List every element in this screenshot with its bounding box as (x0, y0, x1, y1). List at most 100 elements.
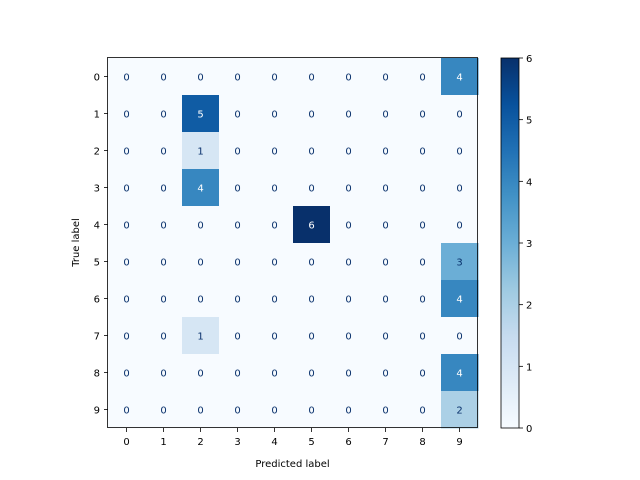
cell-value-label: 0 (123, 369, 129, 380)
heatmap-cell (293, 169, 331, 207)
cell-value-label: 0 (234, 147, 240, 158)
y-tick-label: 6 (94, 295, 100, 306)
cell-value-label: 0 (123, 184, 129, 195)
cell-value-label: 0 (160, 369, 166, 380)
cell-value-label: 0 (308, 184, 314, 195)
heatmap-cell (219, 58, 257, 96)
cell-value-label: 0 (197, 295, 203, 306)
cell-value-label: 0 (234, 332, 240, 343)
cell-value-label: 0 (234, 406, 240, 417)
cell-value-label: 0 (123, 147, 129, 158)
heatmap-cell (330, 169, 368, 207)
cell-value-label: 1 (197, 147, 203, 158)
cell-value-label: 0 (308, 332, 314, 343)
cell-value-label: 0 (123, 295, 129, 306)
cell-value-label: 0 (419, 184, 425, 195)
cell-value-label: 0 (160, 184, 166, 195)
cell-value-label: 0 (382, 184, 388, 195)
heatmap-cell (404, 58, 442, 96)
heatmap-cell (404, 391, 442, 429)
heatmap-cell (367, 280, 405, 318)
heatmap-cell (367, 243, 405, 281)
heatmap-cell (441, 280, 479, 318)
heatmap-cell (330, 280, 368, 318)
cell-value-label: 0 (123, 258, 129, 269)
heatmap-cell (145, 317, 183, 355)
heatmap-cell (404, 95, 442, 133)
heatmap-cell (367, 58, 405, 96)
cell-value-label: 0 (160, 73, 166, 84)
cell-value-label: 0 (160, 332, 166, 343)
cell-value-label: 0 (419, 73, 425, 84)
cell-value-label: 0 (419, 332, 425, 343)
cell-value-label: 0 (271, 110, 277, 121)
cell-value-label: 0 (160, 221, 166, 232)
heatmap-cell (404, 280, 442, 318)
heatmap-cell (108, 317, 146, 355)
cell-value-label: 0 (456, 110, 462, 121)
heatmap-cell (404, 317, 442, 355)
heatmap-cell (404, 243, 442, 281)
heatmap-cell (404, 206, 442, 244)
heatmap-cell (293, 132, 331, 170)
cell-value-label: 0 (345, 221, 351, 232)
cell-value-label: 0 (456, 221, 462, 232)
heatmap-cell (256, 280, 294, 318)
x-axis-ticks: 0 1 2 3 4 5 6 7 8 9 (123, 428, 463, 448)
heatmap-cell (330, 58, 368, 96)
heatmap-cell (182, 354, 220, 392)
heatmap-cell (219, 317, 257, 355)
heatmap-cell (182, 95, 220, 133)
heatmap-cell (441, 391, 479, 429)
cell-value-label: 0 (456, 332, 462, 343)
cell-value-label: 0 (308, 110, 314, 121)
cell-value-label: 0 (456, 147, 462, 158)
heatmap-cell (404, 169, 442, 207)
y-tick-label: 4 (94, 221, 100, 232)
heatmap-cell (108, 132, 146, 170)
cell-value-label: 0 (160, 110, 166, 121)
heatmap-cell (256, 206, 294, 244)
cell-value-label: 0 (160, 295, 166, 306)
cell-value-label: 0 (271, 147, 277, 158)
heatmap-cell (145, 169, 183, 207)
heatmap-cell-labels: 0 0 0 0 0 0 0 0 0 4 0 0 5 0 0 0 0 0 0 0 0 0 1 0 0 0 0 0 0 0 0 0 4 0 0 0 0 0 0 0… (123, 73, 462, 417)
x-tick-label: 4 (271, 437, 277, 448)
heatmap-cell (293, 391, 331, 429)
x-tick-label: 5 (308, 437, 314, 448)
heatmap-cell (441, 317, 479, 355)
heatmap-cell (108, 243, 146, 281)
heatmap-cell (367, 354, 405, 392)
heatmap-cell (108, 280, 146, 318)
heatmap-cell (145, 243, 183, 281)
heatmap-cell (108, 391, 146, 429)
heatmap-cell (441, 58, 479, 96)
x-tick-label: 9 (456, 437, 462, 448)
cell-value-label: 0 (308, 295, 314, 306)
cell-value-label: 0 (234, 73, 240, 84)
heatmap-cell (182, 317, 220, 355)
heatmap-cell (108, 206, 146, 244)
heatmap-cell (441, 169, 479, 207)
heatmap-cell (367, 206, 405, 244)
cell-value-label: 0 (160, 258, 166, 269)
heatmap-cell (145, 58, 183, 96)
x-axis-label: Predicted label (255, 459, 329, 470)
cell-value-label: 0 (345, 258, 351, 269)
heatmap-cell (293, 206, 331, 244)
cell-value-label: 0 (382, 110, 388, 121)
heatmap-cell (256, 95, 294, 133)
heatmap-cell (145, 354, 183, 392)
cell-value-label: 0 (271, 73, 277, 84)
cell-value-label: 0 (271, 406, 277, 417)
heatmap-cell (108, 354, 146, 392)
heatmap-cells (108, 58, 479, 429)
heatmap-cell (256, 132, 294, 170)
heatmap-cell (367, 317, 405, 355)
heatmap-cell (256, 169, 294, 207)
cell-value-label: 0 (197, 221, 203, 232)
y-tick-label: 2 (94, 147, 100, 158)
heatmap-cell (256, 354, 294, 392)
heatmap-cell (182, 243, 220, 281)
